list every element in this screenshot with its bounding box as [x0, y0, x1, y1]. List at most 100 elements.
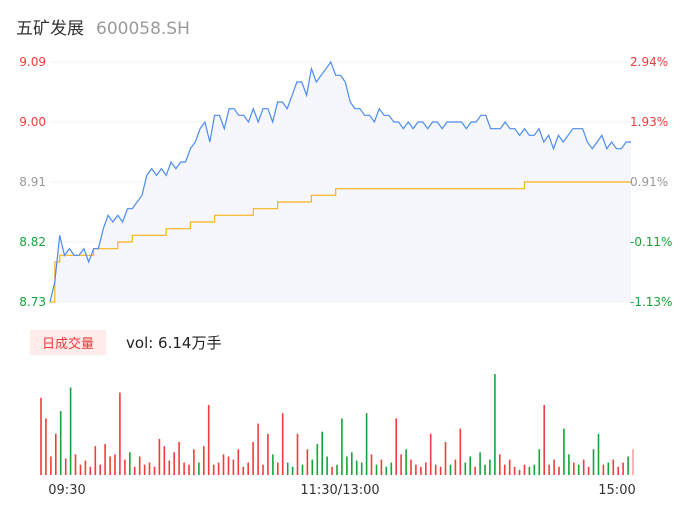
- volume-bar: [587, 466, 590, 475]
- volume-bar: [513, 466, 516, 475]
- volume-bar: [173, 452, 175, 475]
- volume-bar: [454, 459, 457, 475]
- volume-bar: [84, 460, 87, 475]
- volume-bar: [168, 460, 171, 475]
- volume-bar: [449, 464, 452, 475]
- volume-bar: [74, 454, 77, 475]
- volume-bar: [217, 462, 220, 475]
- volume-bar: [242, 466, 245, 475]
- volume-bar: [390, 462, 393, 475]
- volume-bar: [133, 466, 136, 475]
- volume-bar: [627, 456, 629, 475]
- volume-bar: [89, 466, 92, 475]
- volume-bar: [227, 456, 230, 475]
- volume-bar: [198, 462, 200, 475]
- volume-bar: [420, 466, 422, 475]
- volume-bar: [434, 464, 437, 475]
- price-area: [50, 62, 631, 302]
- x-axis: 09:30 11:30/13:00 15:00: [48, 483, 635, 498]
- volume-header: 日成交量 vol: 6.14万手: [30, 329, 222, 355]
- volume-bar: [306, 449, 309, 476]
- volume-bar: [489, 459, 491, 475]
- volume-bar: [222, 454, 225, 475]
- volume-bar: [129, 452, 131, 475]
- volume-bar: [479, 452, 481, 475]
- stock-code: 600058.SH: [96, 19, 190, 39]
- volume-bar: [464, 462, 467, 475]
- volume-bar: [617, 466, 619, 475]
- volume-bar: [518, 469, 521, 476]
- volume-bar: [405, 449, 407, 476]
- y-tick-label-pct: 1.93%: [630, 115, 668, 129]
- volume-bar: [257, 423, 259, 475]
- volume-bar: [286, 462, 289, 475]
- stock-name: 五矿发展: [16, 19, 84, 39]
- volume-bar: [94, 446, 97, 475]
- average-price-line: [50, 181, 631, 303]
- volume-bar: [272, 454, 274, 475]
- volume-bar: [207, 405, 210, 475]
- volume-bar: [124, 459, 126, 475]
- left-axis: 9.09 9.00 8.91 8.82 8.73: [19, 55, 46, 309]
- volume-bar: [474, 466, 476, 475]
- volume-bar: [138, 456, 141, 475]
- volume-bar: [114, 454, 116, 475]
- volume-bar: [247, 462, 249, 475]
- volume-bar: [459, 428, 462, 475]
- volume-bar: [622, 462, 624, 475]
- volume-readout: vol: 6.14万手: [126, 333, 222, 352]
- volume-bar: [573, 462, 575, 475]
- volume-bar: [380, 459, 383, 475]
- y-tick-label-pct: 2.94%: [630, 55, 668, 69]
- volume-bar: [277, 462, 279, 475]
- volume-bar: [158, 438, 161, 475]
- volume-bar: [577, 464, 580, 475]
- volume-bar: [331, 466, 333, 475]
- volume-bar: [252, 442, 254, 475]
- volume-bar: [385, 466, 388, 475]
- price-line: [49, 60, 631, 303]
- volume-bars: [40, 374, 634, 476]
- volume-bar: [444, 442, 447, 475]
- volume-bar: [602, 464, 605, 475]
- volume-bar: [563, 428, 565, 475]
- volume-bar: [336, 464, 338, 475]
- volume-bar: [612, 459, 615, 475]
- volume-bar: [592, 449, 595, 476]
- volume-bar: [59, 411, 62, 475]
- volume-bar: [528, 466, 531, 475]
- y-tick-label: 9.09: [19, 55, 46, 69]
- volume-bar: [346, 456, 348, 475]
- volume-bar: [548, 464, 550, 475]
- x-tick-label: 11:30/13:00: [300, 483, 379, 498]
- volume-bar: [499, 454, 501, 475]
- volume-bar: [79, 464, 82, 475]
- volume-bar: [183, 462, 185, 475]
- volume-bar: [543, 405, 545, 475]
- volume-bar: [148, 462, 151, 475]
- volume-bar: [40, 397, 42, 476]
- y-tick-label-pct: 0.91%: [630, 175, 668, 189]
- y-tick-label-pct: -1.13%: [630, 295, 672, 309]
- volume-bar: [395, 418, 397, 476]
- stock-title: 五矿发展 600058.SH: [16, 14, 190, 39]
- volume-bar: [291, 466, 294, 475]
- volume-bar: [503, 464, 506, 475]
- volume-bar: [494, 374, 496, 475]
- price-area-group: [49, 60, 631, 303]
- volume-bar: [143, 464, 146, 475]
- volume-bar: [64, 458, 67, 475]
- volume-bar: [533, 464, 536, 475]
- volume-bar: [360, 462, 363, 475]
- volume-bar: [370, 454, 373, 475]
- volume-bar: [232, 459, 235, 475]
- x-tick-label: 09:30: [48, 483, 85, 498]
- volume-bar: [523, 464, 526, 475]
- volume-bar: [355, 460, 358, 475]
- volume-bar: [484, 464, 486, 475]
- volume-bar: [45, 418, 47, 476]
- daily-volume-tab[interactable]: 日成交量: [30, 329, 107, 355]
- y-tick-label: 8.82: [19, 235, 46, 249]
- volume-bar: [469, 456, 471, 475]
- y-tick-label: 9.00: [19, 115, 46, 129]
